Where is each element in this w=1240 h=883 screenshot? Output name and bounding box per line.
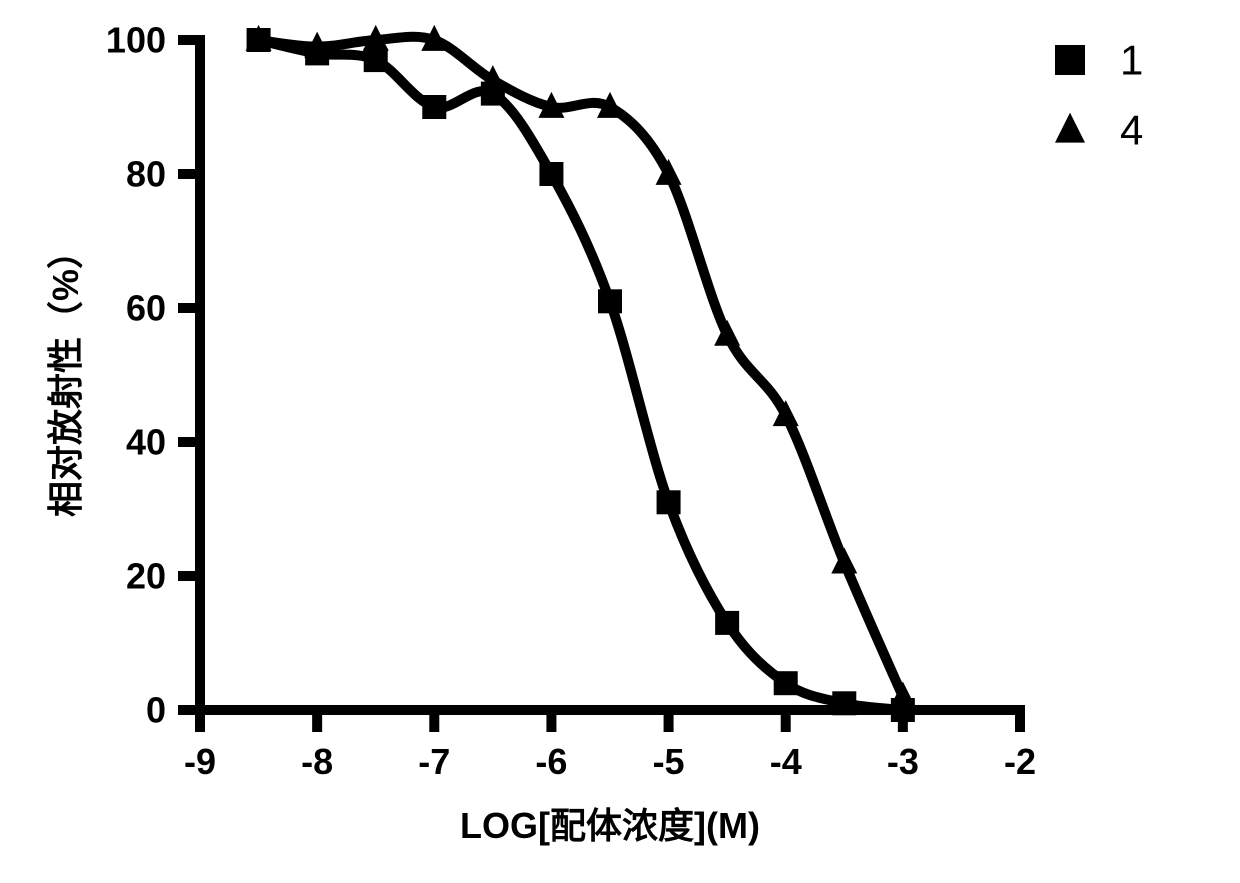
y-tick-label: 40: [126, 422, 166, 463]
y-tick-label: 80: [126, 154, 166, 195]
x-tick-label: -6: [535, 741, 567, 782]
x-tick-label: -5: [653, 741, 685, 782]
square-marker-icon: [1055, 45, 1085, 75]
square-marker-icon: [832, 691, 856, 715]
square-marker-icon: [598, 289, 622, 313]
legend-label: 1: [1120, 37, 1143, 84]
x-tick-label: -9: [184, 741, 216, 782]
square-marker-icon: [774, 671, 798, 695]
legend-label: 4: [1120, 107, 1143, 154]
x-tick-label: -3: [887, 741, 919, 782]
square-marker-icon: [539, 162, 563, 186]
square-marker-icon: [715, 611, 739, 635]
y-tick-label: 100: [106, 20, 166, 61]
x-axis-label: LOG[配体浓度](M): [460, 805, 760, 846]
x-tick-label: -8: [301, 741, 333, 782]
square-marker-icon: [422, 95, 446, 119]
y-tick-label: 60: [126, 288, 166, 329]
y-tick-label: 20: [126, 556, 166, 597]
x-tick-label: -4: [770, 741, 802, 782]
y-axis-label: 相对放射性（%）: [45, 233, 86, 517]
y-tick-label: 0: [146, 690, 166, 731]
chart-container: -9 -8 -7 -6 -5 -4 -3 -2 0 20 40 60 80 100 LOG[配体浓度](M)…: [0, 0, 1240, 883]
square-marker-icon: [364, 48, 388, 72]
square-marker-icon: [657, 490, 681, 514]
x-tick-label: -7: [418, 741, 450, 782]
x-tick-label: -2: [1004, 741, 1036, 782]
chart-svg: -9 -8 -7 -6 -5 -4 -3 -2 0 20 40 60 80 100 LOG[配体浓度](M)…: [0, 0, 1240, 883]
